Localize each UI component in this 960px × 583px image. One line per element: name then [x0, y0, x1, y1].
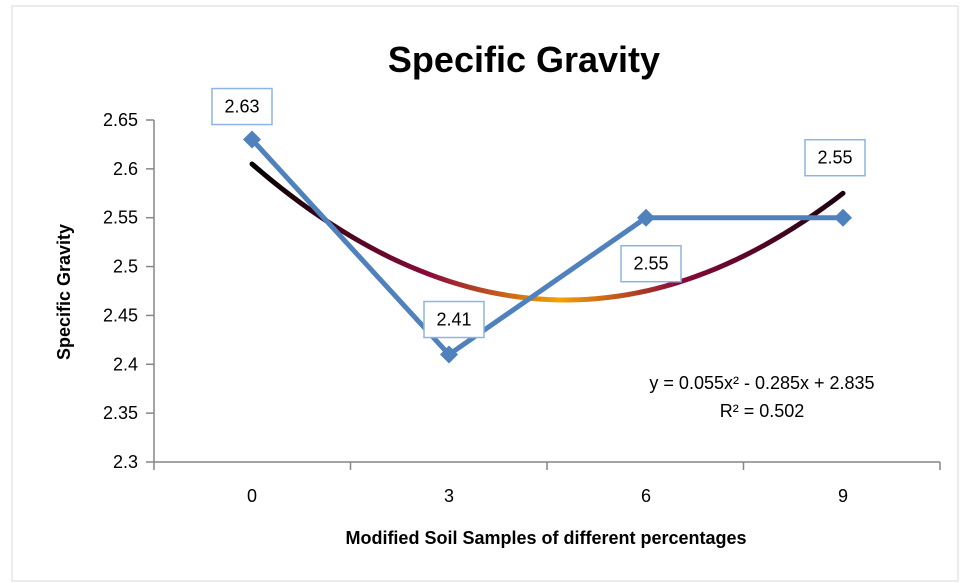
data-labels: 2.63 2.41 2.55 2.55	[211, 87, 866, 339]
data-label-box	[211, 87, 273, 126]
y-tick-label: 2.6	[113, 159, 138, 179]
y-tick-label: 2.45	[103, 305, 138, 325]
data-point-marker	[243, 130, 261, 149]
x-tick-label: 6	[641, 486, 651, 506]
y-ticks: 2.3 2.35 2.4 2.45 2.5 2.55 2.6 2.65	[103, 110, 154, 472]
y-tick-label: 2.65	[103, 110, 138, 130]
chart-title: Specific Gravity	[388, 39, 660, 80]
y-tick-label: 2.5	[113, 257, 138, 277]
data-label: 2.41	[436, 310, 471, 330]
series-markers	[243, 130, 852, 364]
x-ticks: 0 3 6 9	[153, 462, 941, 506]
data-label-box	[423, 300, 485, 339]
data-point-marker	[440, 345, 458, 364]
trendline	[249, 161, 846, 303]
x-tick-label: 9	[838, 486, 848, 506]
y-axis-label: Specific Gravity	[54, 224, 74, 360]
data-label: 2.55	[633, 254, 668, 274]
y-tick-label: 2.35	[103, 403, 138, 423]
y-tick-label: 2.4	[113, 354, 138, 374]
data-label-box	[620, 244, 682, 283]
series-line	[250, 137, 843, 358]
x-tick-label: 0	[247, 486, 257, 506]
data-point-marker	[637, 208, 655, 227]
trendline-r-squared: R² = 0.502	[720, 401, 805, 421]
x-tick-label: 3	[444, 486, 454, 506]
data-label: 2.63	[224, 97, 259, 117]
y-tick-label: 2.3	[113, 452, 138, 472]
data-label: 2.55	[817, 148, 852, 168]
y-tick-label: 2.55	[103, 208, 138, 228]
trendline-equation: y = 0.055x² - 0.285x + 2.835	[649, 373, 874, 393]
data-label-box	[804, 138, 866, 177]
x-axis-label: Modified Soil Samples of different perce…	[345, 528, 746, 548]
data-point-marker	[834, 208, 852, 227]
